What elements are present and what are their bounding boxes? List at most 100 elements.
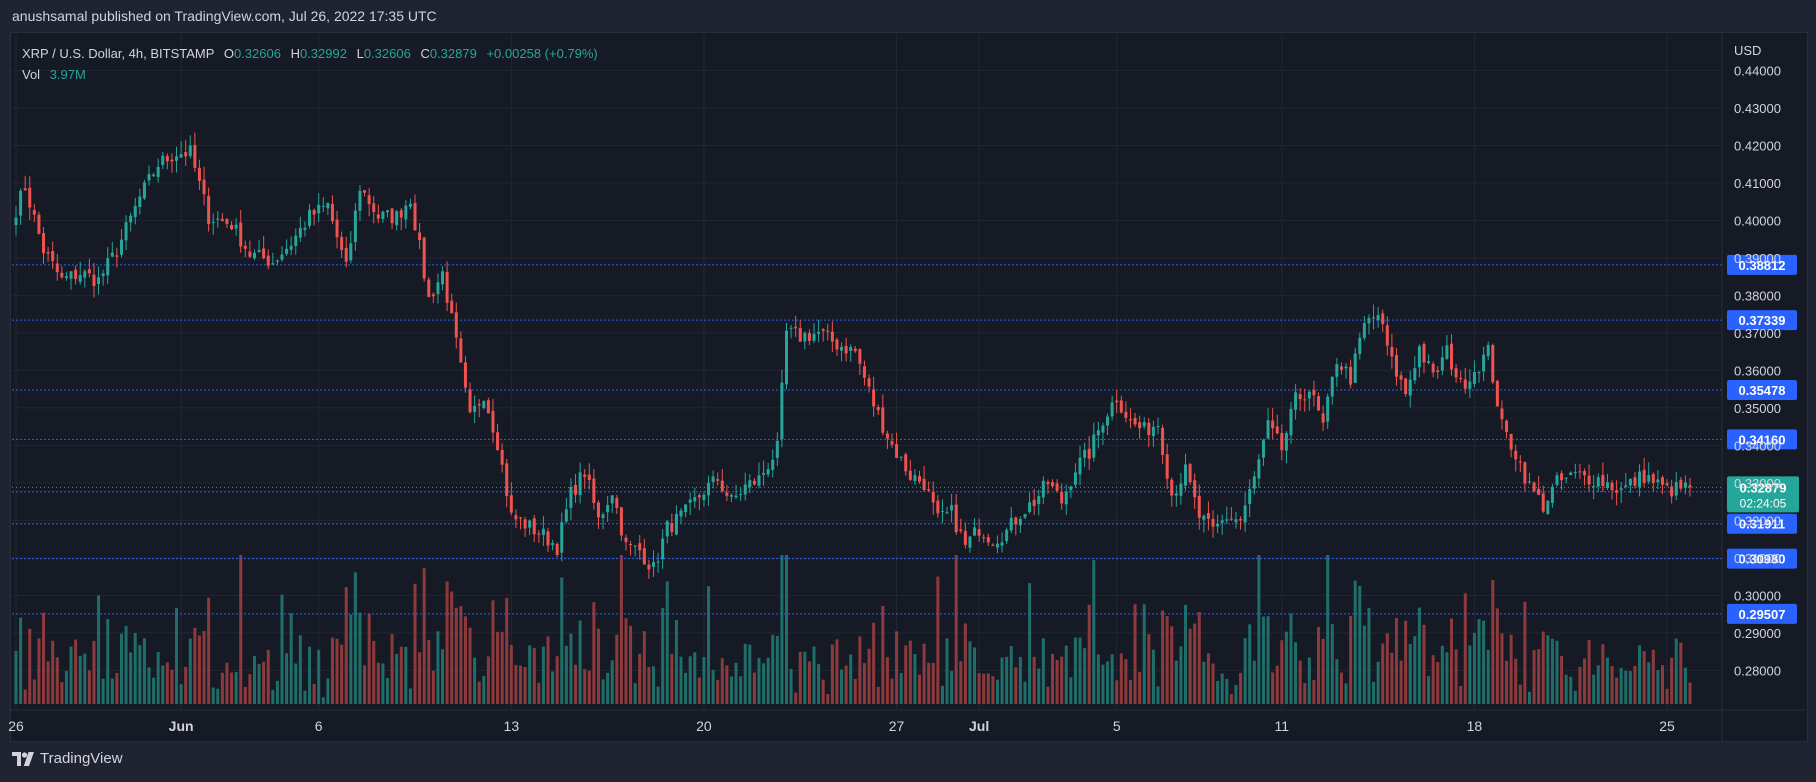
candle-body bbox=[74, 269, 78, 280]
candle-body bbox=[1578, 471, 1582, 473]
volume-bar bbox=[1142, 604, 1146, 704]
candle-body bbox=[1459, 378, 1463, 380]
volume-bar bbox=[1569, 676, 1573, 704]
candle-body bbox=[1514, 450, 1518, 460]
candle-body bbox=[1289, 408, 1293, 436]
candle-body bbox=[358, 190, 362, 211]
candle-body bbox=[674, 513, 678, 535]
volume-bar bbox=[1422, 624, 1426, 704]
volume-bar bbox=[720, 658, 724, 704]
volume-bar bbox=[69, 646, 73, 704]
close-value: 0.32879 bbox=[429, 46, 477, 61]
volume-bar bbox=[395, 653, 399, 704]
candle-body bbox=[1573, 471, 1577, 473]
volume-bar bbox=[184, 666, 188, 704]
candle-body bbox=[101, 273, 105, 277]
candle-body bbox=[404, 205, 408, 220]
candle-body bbox=[147, 174, 151, 181]
candle-body bbox=[1248, 489, 1252, 505]
y-tick-label: 0.38000 bbox=[1734, 288, 1781, 303]
candle-body bbox=[1266, 420, 1270, 439]
volume-bar bbox=[564, 645, 568, 704]
volume-bar bbox=[963, 623, 967, 704]
candle-body bbox=[1133, 417, 1137, 425]
candle-body bbox=[665, 521, 669, 537]
candle-body bbox=[986, 537, 990, 543]
candle-body bbox=[1307, 391, 1311, 399]
candle-body bbox=[1601, 474, 1605, 487]
volume-bar bbox=[807, 661, 811, 704]
volume-bar bbox=[940, 685, 944, 704]
candle-body bbox=[230, 224, 234, 230]
volume-bar bbox=[1527, 691, 1531, 704]
volume-bar bbox=[97, 595, 101, 704]
candle-body bbox=[51, 251, 55, 262]
volume-bar bbox=[1596, 665, 1600, 704]
volume-bar bbox=[514, 664, 518, 704]
candle-body bbox=[1124, 411, 1128, 418]
volume-bar bbox=[129, 652, 133, 704]
volume-bar bbox=[1376, 661, 1380, 704]
volume-bar bbox=[1326, 555, 1330, 704]
candle-body bbox=[908, 470, 912, 480]
candle-body bbox=[995, 543, 999, 548]
candle-body bbox=[1367, 318, 1371, 324]
y-tick-label: 0.39000 bbox=[1734, 251, 1781, 266]
candle-body bbox=[1280, 432, 1284, 451]
candle-body bbox=[1660, 477, 1664, 485]
candle-body bbox=[872, 389, 876, 407]
volume-bar bbox=[973, 647, 977, 704]
volume-bar bbox=[1206, 653, 1210, 704]
volume-bar bbox=[1294, 642, 1298, 704]
volume-bar bbox=[317, 649, 321, 704]
support-resistance-levels: 0.388120.373390.354780.341600.327640.319… bbox=[12, 254, 1799, 624]
candle-body bbox=[835, 339, 839, 350]
volume-bar bbox=[835, 639, 839, 704]
volume-bar bbox=[679, 656, 683, 704]
candle-body bbox=[592, 478, 596, 504]
axes: 0.44000 0.43000 0.42000 0.41000 0.40000 0.390… bbox=[8, 33, 1806, 741]
chart-panel[interactable] bbox=[10, 32, 1808, 742]
volume-bar bbox=[298, 635, 302, 704]
candle-body bbox=[895, 444, 899, 458]
tradingview-brand[interactable]: TradingView bbox=[12, 750, 123, 767]
volume-bar bbox=[954, 555, 958, 704]
candle-body bbox=[551, 543, 555, 546]
candle-body bbox=[734, 495, 738, 498]
volume-bar bbox=[748, 644, 752, 704]
candle-body bbox=[977, 529, 981, 536]
volume-bar bbox=[615, 634, 619, 704]
candle-body bbox=[124, 222, 128, 241]
candle-body bbox=[1454, 368, 1458, 378]
y-tick-label: 0.44000 bbox=[1734, 63, 1781, 78]
volume-bar bbox=[803, 651, 807, 704]
volume-bar bbox=[376, 662, 380, 704]
candle-body bbox=[372, 203, 376, 212]
candle-body bbox=[1000, 542, 1004, 546]
candle-body bbox=[1592, 486, 1596, 488]
volume-label[interactable]: Vol bbox=[22, 67, 41, 82]
candle-body bbox=[528, 520, 532, 528]
candle-body bbox=[1179, 483, 1183, 496]
volume-bar bbox=[431, 670, 435, 704]
volume-bar bbox=[1083, 648, 1087, 704]
candle-body bbox=[1372, 317, 1376, 319]
volume-bar bbox=[486, 656, 490, 704]
volume-bar bbox=[372, 640, 376, 704]
candle-body bbox=[936, 500, 940, 514]
volume-bar bbox=[518, 665, 522, 704]
volume-bar bbox=[1532, 649, 1536, 704]
volume-bar bbox=[876, 686, 880, 704]
volume-bar bbox=[110, 678, 114, 704]
candle-body bbox=[1349, 366, 1353, 385]
candle-body bbox=[532, 518, 536, 535]
volume-bar bbox=[1679, 642, 1683, 704]
volume-bar bbox=[459, 606, 463, 704]
symbol-title[interactable]: XRP / U.S. Dollar, 4h, BITSTAMP bbox=[22, 46, 215, 61]
volume-bar bbox=[1583, 658, 1587, 704]
candle-body bbox=[1560, 473, 1564, 481]
volume-bar bbox=[1537, 649, 1541, 704]
candle-body bbox=[335, 219, 339, 238]
candle-body bbox=[656, 561, 660, 563]
